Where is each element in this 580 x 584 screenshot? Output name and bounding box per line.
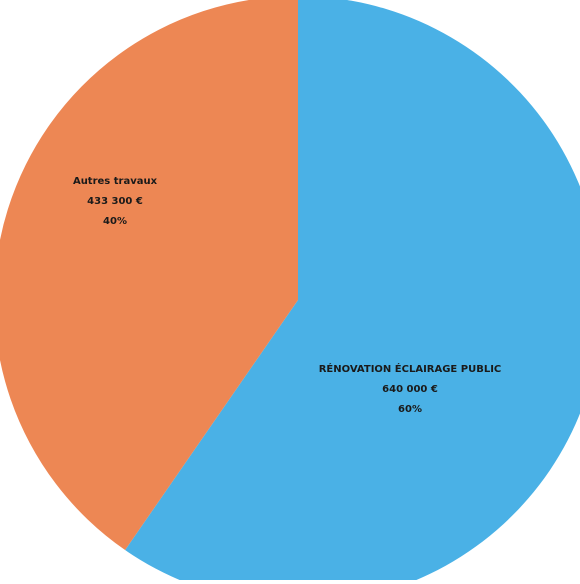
slice-label-1-amount: 640 000 € <box>382 384 438 395</box>
pie-slice-2 <box>0 0 298 551</box>
slice-label-1-percent: 60% <box>398 404 422 415</box>
slice-label-2-name: Autres travaux <box>73 176 158 187</box>
slice-label-2-percent: 40% <box>103 216 127 227</box>
pie-slice-1 <box>125 0 580 584</box>
slice-label-2-amount: 433 300 € <box>87 196 143 207</box>
slice-label-1-name: RÉNOVATION ÉCLAIRAGE PUBLIC <box>319 362 502 375</box>
